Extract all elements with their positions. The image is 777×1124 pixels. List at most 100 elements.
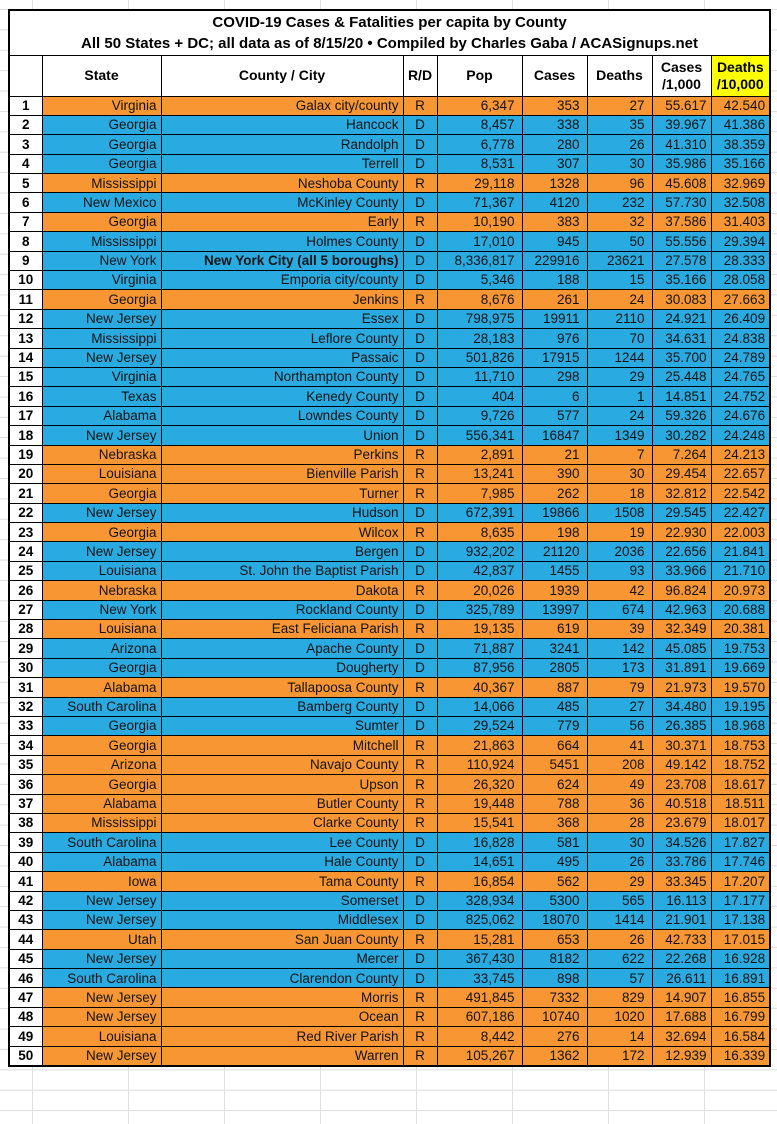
deaths-rate-cell: 35.166 bbox=[710, 153, 771, 175]
party-cell: R bbox=[402, 774, 438, 795]
rank-cell: 41 bbox=[8, 871, 43, 892]
cases-cell: 5451 bbox=[521, 754, 588, 776]
deaths-cell: 39 bbox=[586, 619, 653, 640]
rank-cell: 16 bbox=[8, 386, 43, 407]
table-row: 28 Louisiana East Feliciana Parish R 19,135 6… bbox=[8, 619, 771, 640]
state-cell: South Carolina bbox=[41, 832, 162, 853]
table-row: 9 New York New York City (all 5 boroughs) D… bbox=[8, 250, 771, 272]
deaths-rate-cell: 19.753 bbox=[710, 638, 771, 659]
deaths-rate-cell: 38.359 bbox=[710, 134, 771, 155]
pop-cell: 825,062 bbox=[436, 909, 523, 931]
rank-cell: 24 bbox=[8, 541, 43, 562]
pop-cell: 798,975 bbox=[436, 308, 523, 330]
table-row: 43 New Jersey Middlesex D 825,062 18070 1414 21… bbox=[8, 909, 771, 931]
cases-cell: 562 bbox=[521, 871, 588, 892]
deaths-rate-cell: 22.657 bbox=[710, 463, 771, 485]
deaths-cell: 28 bbox=[586, 812, 653, 834]
party-cell: D bbox=[402, 250, 438, 272]
cases-cell: 280 bbox=[521, 134, 588, 155]
rank-cell: 35 bbox=[8, 754, 43, 776]
county-cell: Apache County bbox=[160, 638, 404, 659]
pop-cell: 11,710 bbox=[436, 366, 523, 388]
deaths-rate-cell: 17.138 bbox=[710, 909, 771, 931]
state-cell: Georgia bbox=[41, 522, 162, 543]
covid-county-table: COVID-19 Cases & Fatalities per capita b… bbox=[8, 9, 772, 1067]
cases-cell: 1362 bbox=[521, 1045, 588, 1067]
state-cell: Nebraska bbox=[41, 444, 162, 465]
cases-rate-cell: 21.973 bbox=[651, 677, 712, 698]
cases-rate-cell: 24.921 bbox=[651, 308, 712, 330]
table-row: 32 South Carolina Bamberg County D 14,066 485… bbox=[8, 696, 771, 718]
rank-cell: 42 bbox=[8, 890, 43, 911]
party-cell: R bbox=[402, 871, 438, 892]
cases-cell: 307 bbox=[521, 153, 588, 175]
rank-cell: 27 bbox=[8, 599, 43, 621]
cases-rate-cell: 39.967 bbox=[651, 114, 712, 136]
pop-cell: 672,391 bbox=[436, 502, 523, 524]
state-cell: New Jersey bbox=[41, 502, 162, 524]
county-cell: Morris bbox=[160, 987, 404, 1008]
table-row: 3 Georgia Randolph D 6,778 280 26 41.310 38.359 bbox=[8, 134, 771, 155]
cases-cell: 976 bbox=[521, 328, 588, 349]
rank-cell: 19 bbox=[8, 444, 43, 465]
table-row: 24 New Jersey Bergen D 932,202 21120 2036 22.65… bbox=[8, 541, 771, 562]
state-cell: Alabama bbox=[41, 851, 162, 873]
cases-rate-cell: 27.578 bbox=[651, 250, 712, 272]
deaths-cell: 674 bbox=[586, 599, 653, 621]
state-cell: Virginia bbox=[41, 270, 162, 291]
party-cell: D bbox=[402, 851, 438, 873]
county-cell: Hancock bbox=[160, 114, 404, 136]
state-cell: Georgia bbox=[41, 134, 162, 155]
pop-cell: 6,347 bbox=[436, 95, 523, 116]
cases-cell: 1328 bbox=[521, 173, 588, 194]
rank-cell: 36 bbox=[8, 774, 43, 795]
deaths-cell: 26 bbox=[586, 134, 653, 155]
col-header-pop: Pop bbox=[436, 54, 523, 97]
deaths-rate-cell: 16.891 bbox=[710, 968, 771, 989]
pop-cell: 40,367 bbox=[436, 677, 523, 698]
county-cell: Randolph bbox=[160, 134, 404, 155]
county-cell: Kenedy County bbox=[160, 386, 404, 407]
rank-cell: 4 bbox=[8, 153, 43, 175]
state-cell: New Jersey bbox=[41, 425, 162, 446]
cases-cell: 19866 bbox=[521, 502, 588, 524]
rank-cell: 26 bbox=[8, 580, 43, 601]
pop-cell: 105,267 bbox=[436, 1045, 523, 1067]
state-cell: Louisiana bbox=[41, 560, 162, 582]
cases-rate-cell: 55.617 bbox=[651, 95, 712, 116]
cases-rate-cell: 55.556 bbox=[651, 231, 712, 252]
cases-cell: 619 bbox=[521, 619, 588, 640]
deaths-rate-cell: 18.511 bbox=[710, 793, 771, 814]
county-cell: Turner bbox=[160, 483, 404, 504]
pop-cell: 556,341 bbox=[436, 425, 523, 446]
state-cell: Mississippi bbox=[41, 328, 162, 349]
rank-cell: 44 bbox=[8, 929, 43, 950]
county-cell: East Feliciana Parish bbox=[160, 619, 404, 640]
deaths-rate-cell: 24.248 bbox=[710, 425, 771, 446]
pop-cell: 8,676 bbox=[436, 289, 523, 310]
rank-cell: 50 bbox=[8, 1045, 43, 1067]
deaths-cell: 93 bbox=[586, 560, 653, 582]
county-cell: Northampton County bbox=[160, 366, 404, 388]
cases-cell: 3241 bbox=[521, 638, 588, 659]
rank-cell: 45 bbox=[8, 948, 43, 970]
rank-cell: 37 bbox=[8, 793, 43, 814]
cases-cell: 338 bbox=[521, 114, 588, 136]
table-row: 15 Virginia Northampton County D 11,710 298 29… bbox=[8, 366, 771, 388]
party-cell: R bbox=[402, 289, 438, 310]
pop-cell: 110,924 bbox=[436, 754, 523, 776]
cases-cell: 188 bbox=[521, 270, 588, 291]
pop-cell: 325,789 bbox=[436, 599, 523, 621]
state-cell: New Jersey bbox=[41, 347, 162, 368]
cases-cell: 779 bbox=[521, 715, 588, 737]
pop-cell: 8,457 bbox=[436, 114, 523, 136]
cases-rate-cell: 42.963 bbox=[651, 599, 712, 621]
table-title: COVID-19 Cases & Fatalities per capita b… bbox=[212, 13, 567, 31]
deaths-rate-cell: 24.213 bbox=[710, 444, 771, 465]
deaths-rate-cell: 16.584 bbox=[710, 1026, 771, 1047]
party-cell: D bbox=[402, 599, 438, 621]
cases-rate-cell: 12.939 bbox=[651, 1045, 712, 1067]
cases-cell: 229916 bbox=[521, 250, 588, 272]
cases-cell: 898 bbox=[521, 968, 588, 989]
pop-cell: 20,026 bbox=[436, 580, 523, 601]
